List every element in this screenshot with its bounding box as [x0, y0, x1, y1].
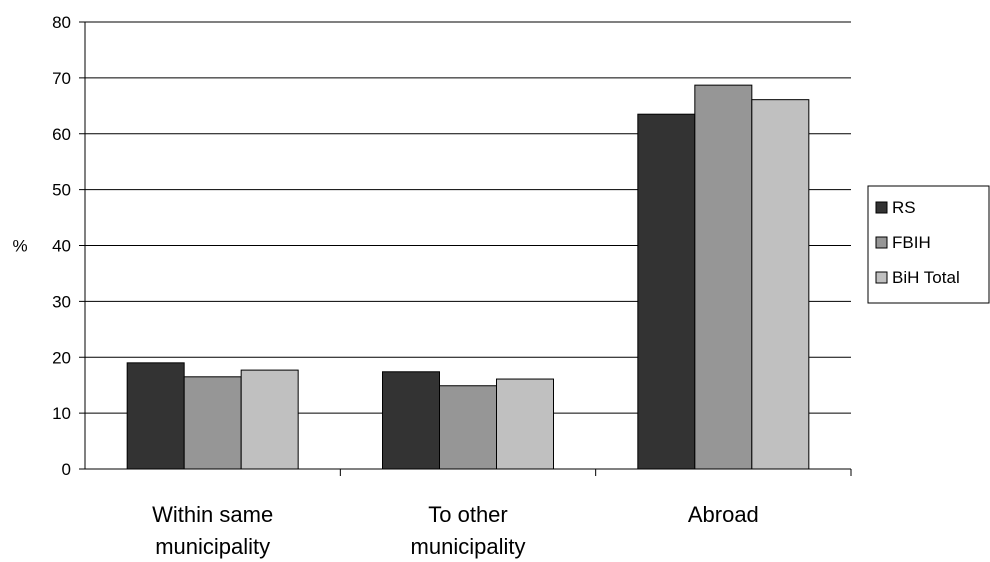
bar-fbih-1 [439, 385, 497, 470]
legend-swatch [875, 271, 888, 284]
y-axis-label: % [12, 237, 27, 256]
x-category-label: municipality [411, 534, 526, 559]
y-tick-label: 10 [52, 404, 71, 423]
legend: RS FBIH BiH Total [867, 185, 990, 304]
bar-bih-total-1 [496, 378, 554, 470]
bar-rs-1 [382, 371, 440, 470]
x-category-label: Abroad [688, 502, 759, 527]
y-tick-label: 30 [52, 292, 71, 311]
grid-lines [85, 21, 851, 414]
legend-swatch [875, 236, 888, 249]
x-category-label: Within same [152, 502, 273, 527]
bars [126, 84, 810, 470]
y-tick-label: 50 [52, 181, 71, 200]
legend-label: RS [892, 198, 916, 217]
bar-rs-2 [637, 113, 696, 470]
y-tick-label: 40 [52, 237, 71, 256]
y-tick-label: 0 [62, 460, 71, 479]
legend-box [867, 185, 990, 304]
bar-rs-0 [126, 362, 185, 470]
bar-bih-total-0 [240, 369, 299, 470]
y-tick-label: 80 [52, 13, 71, 32]
y-tick-label: 60 [52, 125, 71, 144]
legend-label: FBIH [892, 233, 931, 252]
bar-fbih-0 [183, 376, 242, 470]
axes: 0 10 20 30 40 50 60 70 80% Within same municipalit… [12, 13, 852, 559]
legend-swatch [875, 201, 888, 214]
x-category-label: To other [428, 502, 508, 527]
bar-bih-total-2 [751, 99, 810, 470]
legend-label: BiH Total [892, 268, 960, 287]
y-tick-label: 70 [52, 69, 71, 88]
y-tick-label: 20 [52, 348, 71, 367]
x-category-label: municipality [155, 534, 270, 559]
bar-fbih-2 [694, 84, 753, 470]
